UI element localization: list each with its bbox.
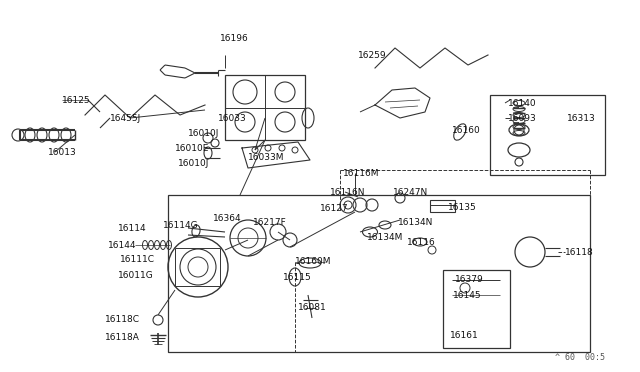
Text: 16455J: 16455J bbox=[110, 113, 141, 122]
Text: 16116N: 16116N bbox=[330, 187, 365, 196]
Text: 16259: 16259 bbox=[358, 51, 387, 60]
Bar bbox=[490, 95, 605, 175]
Bar bbox=[168, 195, 590, 352]
Bar bbox=[443, 270, 510, 348]
Text: 16217F: 16217F bbox=[253, 218, 287, 227]
Text: 16116M: 16116M bbox=[343, 169, 380, 177]
Text: 16013: 16013 bbox=[48, 148, 77, 157]
Text: 16379: 16379 bbox=[455, 276, 484, 285]
Text: 16114G: 16114G bbox=[163, 221, 198, 230]
Text: 16115: 16115 bbox=[283, 273, 312, 282]
Text: 16116: 16116 bbox=[407, 237, 436, 247]
Text: 16010J: 16010J bbox=[178, 158, 209, 167]
Text: 16364: 16364 bbox=[213, 214, 242, 222]
Text: 16134N: 16134N bbox=[398, 218, 433, 227]
Text: 16118: 16118 bbox=[565, 247, 594, 257]
Text: 16010E: 16010E bbox=[175, 144, 209, 153]
Text: 16111C: 16111C bbox=[120, 256, 155, 264]
Text: 16081: 16081 bbox=[298, 302, 327, 311]
Text: 16161: 16161 bbox=[450, 330, 479, 340]
Text: 16033M: 16033M bbox=[248, 153, 285, 161]
Text: 16118A: 16118A bbox=[105, 333, 140, 341]
Text: 16125: 16125 bbox=[62, 96, 91, 105]
Text: ^ 60  00:5: ^ 60 00:5 bbox=[555, 353, 605, 362]
Text: 16196: 16196 bbox=[220, 33, 249, 42]
Bar bbox=[430, 200, 455, 212]
Text: 16010J: 16010J bbox=[188, 128, 220, 138]
Text: 16033: 16033 bbox=[218, 113, 247, 122]
Text: 16313: 16313 bbox=[567, 113, 596, 122]
Text: 16093: 16093 bbox=[508, 113, 537, 122]
Text: 16140: 16140 bbox=[508, 99, 536, 108]
Text: 16114: 16114 bbox=[118, 224, 147, 232]
Text: 16247N: 16247N bbox=[393, 187, 428, 196]
Bar bbox=[225, 75, 305, 140]
Text: 16011G: 16011G bbox=[118, 270, 154, 279]
Text: 16127: 16127 bbox=[320, 203, 349, 212]
Text: 16144: 16144 bbox=[108, 241, 136, 250]
Text: 16145: 16145 bbox=[453, 291, 482, 299]
Text: 16134M: 16134M bbox=[367, 232, 403, 241]
Text: 16160M: 16160M bbox=[295, 257, 332, 266]
Text: 16160: 16160 bbox=[452, 125, 481, 135]
Text: 16135: 16135 bbox=[448, 202, 477, 212]
Text: 16118C: 16118C bbox=[105, 315, 140, 324]
